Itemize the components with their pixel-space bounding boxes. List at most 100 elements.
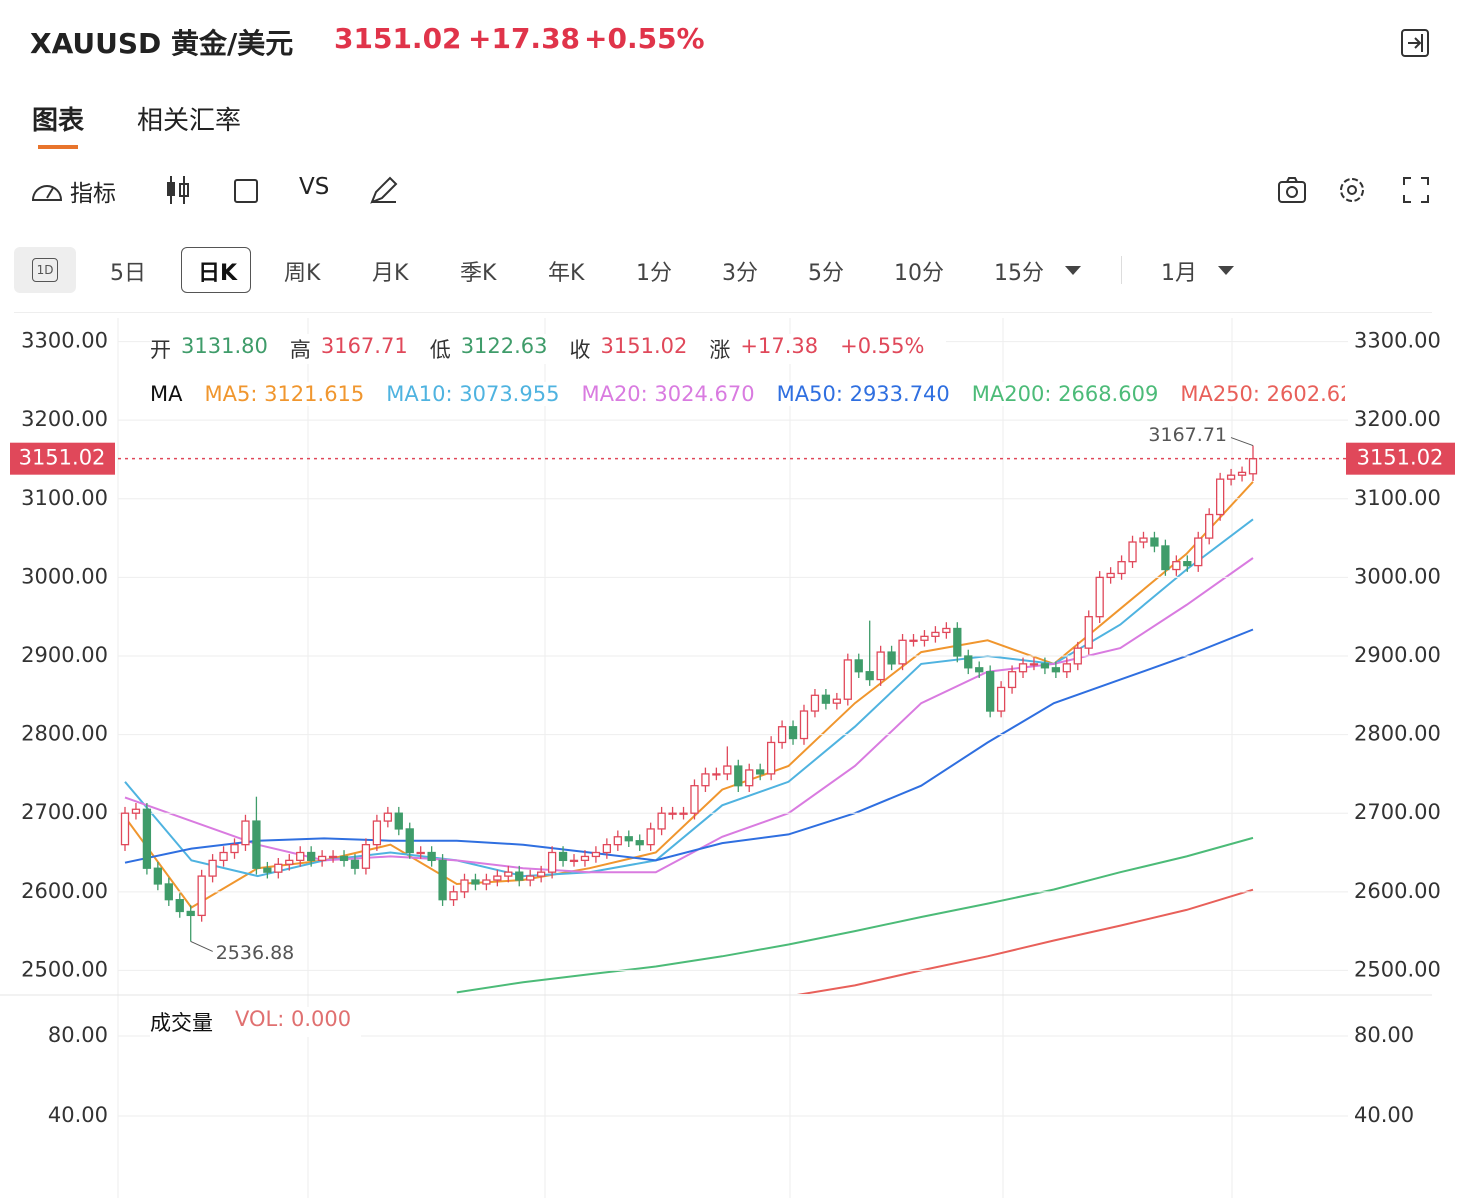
candle-body — [208, 859, 217, 877]
candle-body — [646, 828, 655, 846]
candle-body — [274, 863, 283, 873]
candle-body — [887, 651, 896, 665]
candle-body — [482, 879, 491, 885]
draw-icon[interactable] — [368, 174, 400, 206]
candle-body — [996, 686, 1006, 712]
info-value: 3122.63 — [460, 334, 548, 358]
candle-body — [504, 871, 513, 877]
candle-body — [734, 765, 743, 787]
candle-body — [569, 859, 579, 863]
candle-body — [449, 891, 458, 901]
indicator-icon[interactable] — [30, 176, 64, 206]
period[interactable]: 10分 — [894, 261, 944, 286]
candle-body — [854, 659, 863, 673]
candle-body — [241, 820, 250, 846]
change-pct: +0.55% — [584, 22, 705, 55]
tab[interactable]: 相关汇率 — [137, 106, 242, 136]
exit-icon[interactable] — [1400, 28, 1432, 58]
info-label: 开 — [150, 338, 171, 362]
period[interactable]: 15分 — [994, 261, 1044, 286]
candle-body — [657, 812, 666, 830]
indicator-button[interactable]: 指标 — [70, 181, 116, 207]
period[interactable]: 5分 — [808, 261, 844, 286]
ma-line — [456, 836, 1254, 994]
legend-title: MA — [150, 382, 183, 406]
candle-body — [1073, 647, 1082, 665]
period-icon[interactable]: 1D — [32, 258, 58, 282]
y-tick-label: 2800.00 — [21, 722, 108, 746]
y-tick-label: 3200.00 — [21, 407, 108, 431]
vs-button[interactable]: VS — [299, 174, 330, 200]
period[interactable]: 5日 — [110, 261, 146, 286]
camera-icon[interactable] — [1277, 175, 1307, 205]
tab[interactable]: 图表 — [32, 106, 85, 136]
period[interactable]: 季K — [460, 261, 497, 286]
candle-icon[interactable] — [163, 174, 193, 206]
vertical-grid — [117, 318, 1233, 1198]
candle-body — [142, 808, 152, 869]
dropdown-arrow[interactable] — [1218, 266, 1234, 275]
candle-body — [1029, 663, 1039, 666]
candle-body — [547, 851, 557, 873]
y-tick-label: 3100.00 — [1354, 486, 1441, 510]
candle-body — [537, 871, 546, 877]
y-tick-label: 2500.00 — [1354, 957, 1441, 981]
candle-body — [986, 671, 995, 712]
ma-line — [124, 557, 1254, 874]
candle-body — [668, 812, 677, 815]
dropdown-arrow[interactable] — [1065, 266, 1081, 275]
separator — [14, 312, 1432, 313]
candle-body — [219, 851, 228, 862]
info-label: 低 — [429, 338, 451, 362]
candle-body — [328, 855, 338, 859]
y-tick-label: 2700.00 — [1354, 800, 1441, 824]
candle-body — [1248, 458, 1258, 475]
candle-body — [153, 867, 163, 885]
y-tick-label: 3200.00 — [1354, 407, 1441, 431]
candle-body — [799, 710, 809, 740]
settings-icon[interactable] — [1337, 175, 1367, 205]
candle-body — [701, 773, 710, 787]
info-label: 高 — [289, 338, 311, 362]
candle-body — [131, 808, 141, 814]
y-tick-label: 2600.00 — [21, 879, 108, 903]
candle-body — [756, 769, 765, 775]
candle-body — [1062, 663, 1071, 673]
candle-body — [350, 859, 360, 869]
period[interactable]: 周K — [284, 261, 321, 286]
candle-body — [252, 820, 261, 869]
price: 3151.02 — [334, 22, 462, 55]
chart: 3300.00 3300.00 3200.00 3200.00 3100.00 3100.… — [0, 318, 1455, 1198]
volume-legend: 成交量 VOL: 0.000 — [150, 1007, 362, 1037]
period-icon-bg — [14, 247, 76, 293]
ma-legend: MA MA5: 3121.615 MA10: 3073.955 MA20: 3024.… — [150, 382, 1345, 406]
candle-body — [471, 879, 480, 885]
y-tick-label: 80.00 — [1354, 1023, 1414, 1047]
candle-body — [307, 851, 316, 862]
y-tick-label: 80.00 — [48, 1023, 108, 1047]
candle-body — [1007, 671, 1017, 689]
rect-icon[interactable] — [233, 178, 259, 204]
period[interactable]: 年K — [548, 261, 585, 286]
candle-body — [317, 855, 327, 862]
candle-body — [1161, 545, 1170, 571]
period[interactable]: 1分 — [636, 261, 672, 286]
candle-body — [1215, 478, 1225, 516]
candle-body — [427, 851, 436, 862]
legend-entry: MA50: 2933.740 — [776, 382, 950, 406]
candle-body — [1226, 474, 1236, 480]
candle-body — [383, 812, 392, 822]
period[interactable]: 月K — [372, 261, 409, 286]
annotation-line — [1230, 437, 1254, 447]
y-tick-label: 2900.00 — [21, 643, 108, 667]
candle-body — [361, 844, 371, 869]
candle-body — [624, 836, 633, 842]
period[interactable]: 1月 — [1161, 261, 1197, 286]
period[interactable]: 3分 — [722, 261, 758, 286]
fullscreen-icon[interactable] — [1402, 176, 1430, 204]
period[interactable]: 日K — [198, 261, 238, 286]
price-tag — [10, 442, 115, 475]
candle-body — [909, 639, 918, 642]
candle-body — [1205, 513, 1214, 539]
